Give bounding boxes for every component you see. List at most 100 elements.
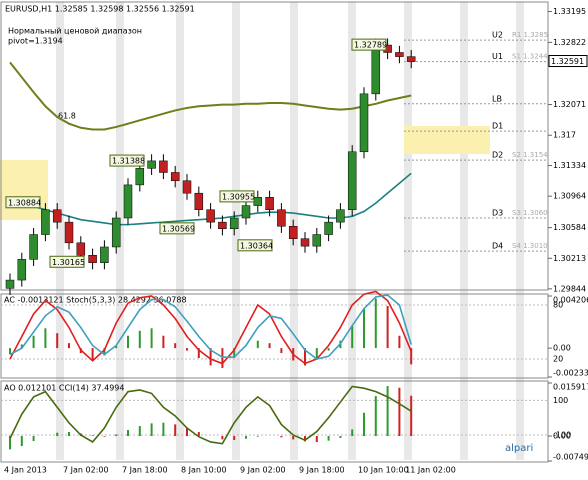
zone — [404, 126, 490, 154]
x-tick-label: 10 Jan 10:00 — [358, 466, 409, 475]
candle-body — [29, 234, 38, 260]
candle-body — [277, 209, 286, 227]
x-tick-label: 9 Jan 18:00 — [299, 466, 345, 475]
y-tick-label: -0.00233 — [553, 369, 588, 378]
indicator-line — [9, 294, 412, 360]
pivot-label: D3 — [492, 209, 503, 218]
pivot-note: S1 1.3244 — [512, 53, 548, 61]
price-label: 1.30955 — [222, 192, 255, 201]
x-tick-label: 9 Jan 02:00 — [240, 466, 286, 475]
candle-body — [359, 93, 369, 153]
pivot-note: S2 1.3154 — [512, 151, 548, 159]
y-tick-label: 0.015917 — [553, 383, 588, 392]
candle-body — [170, 172, 180, 182]
candle-body — [135, 168, 145, 186]
candle-body — [111, 217, 121, 248]
panel-frame — [0, 293, 549, 379]
y-tick-label: 1.30584 — [553, 223, 586, 232]
note: Нормальный ценовой диапазон — [8, 27, 142, 36]
y2-tick-label: 100 — [553, 396, 568, 405]
candle-body — [41, 209, 50, 235]
y-tick-label: 0.00 — [553, 432, 571, 441]
pivot-label: D4 — [492, 242, 503, 251]
candle-body — [88, 254, 97, 263]
indicator-line — [9, 385, 412, 445]
panel-frame — [0, 1, 549, 291]
price-box — [237, 239, 273, 252]
price-label: 1.30884 — [8, 198, 41, 207]
price-label: 1.30364 — [240, 241, 273, 250]
pivot-label: LB — [492, 94, 502, 103]
candle-body — [300, 238, 310, 247]
price-box — [109, 154, 145, 167]
candle-body — [182, 180, 192, 194]
indicator-line — [9, 290, 412, 365]
last-price-box — [548, 55, 588, 68]
pivot-label: U2 — [492, 31, 503, 40]
candle-body — [147, 160, 156, 169]
candle-body — [241, 205, 251, 219]
pivot-note: S3 1.3060 — [512, 209, 548, 217]
y-tick-label: 1.317 — [553, 131, 576, 140]
candle-body — [5, 279, 15, 289]
pivot-label: D2 — [492, 151, 503, 160]
candle-body — [406, 56, 416, 62]
y-tick-label: 1.30964 — [553, 192, 586, 201]
fib-label: 61.8 — [58, 112, 76, 121]
candle-body — [194, 192, 204, 210]
candle-body — [288, 226, 298, 239]
candle-body — [218, 221, 227, 230]
y-tick-label: 0.00 — [553, 344, 571, 353]
price-label: 1.30569 — [162, 224, 195, 233]
y-tick-label: 1.29844 — [553, 284, 586, 293]
candle-body — [76, 242, 86, 256]
price-label: 1.30165 — [52, 258, 85, 267]
candle-body — [100, 246, 109, 263]
candle-body — [312, 234, 322, 247]
candle-body — [324, 221, 333, 235]
y-tick-label: 0.004206 — [553, 296, 588, 305]
y-tick-label: 1.30213 — [553, 254, 586, 263]
y2-tick-label: -100 — [553, 431, 571, 440]
x-tick-label: 11 Jan 02:00 — [405, 466, 456, 475]
price-label: 1.31388 — [112, 157, 145, 166]
moving-average — [9, 61, 412, 131]
panel-frame — [0, 380, 549, 463]
y2-tick-label: 20 — [553, 355, 563, 364]
candle-body — [64, 221, 74, 244]
symbol-header: EURUSD,H1 1.32585 1.32598 1.32556 1.3259… — [5, 5, 195, 14]
y-tick-label: 1.31334 — [553, 161, 586, 170]
price-box — [5, 196, 41, 209]
y-tick-label: 1.32071 — [553, 100, 586, 109]
candle-body — [159, 160, 168, 173]
candle-body — [17, 259, 27, 281]
zone — [0, 160, 48, 220]
panel-title: AC -0.0013121 Stoch(5,3,3) 28.4292 36.07… — [4, 296, 187, 305]
candle-body — [347, 151, 357, 210]
x-tick-label: 8 Jan 10:00 — [181, 466, 227, 475]
pivot-label: D1 — [492, 122, 503, 131]
y2-tick-label: 80 — [553, 301, 563, 310]
candle-body — [265, 197, 274, 210]
last-price: 1.32591 — [551, 57, 584, 66]
candle-body — [123, 184, 133, 219]
y-tick-label: -0.00749 — [553, 453, 588, 462]
y-tick-label: 1.32822 — [553, 38, 586, 47]
panel-title: AO 0.012101 CCI(14) 37.4994 — [4, 384, 124, 393]
candle-body — [229, 217, 239, 230]
price-box — [219, 190, 255, 203]
pivot-note: R1 1.3285 — [512, 31, 548, 39]
price-box — [159, 222, 195, 235]
price-box — [351, 38, 387, 51]
x-tick-label: 4 Jan 2013 — [4, 466, 47, 475]
pivot-note: pivot=1.3194 — [8, 37, 63, 46]
x-tick-label: 7 Jan 18:00 — [122, 466, 168, 475]
candle-body — [336, 209, 345, 223]
y-tick-label: 1.33195 — [553, 7, 586, 16]
candle-body — [395, 52, 404, 57]
pivot-label: U1 — [492, 52, 503, 61]
price-label: 1.32789 — [354, 41, 387, 50]
pivot-note: S4 1.3010 — [512, 242, 548, 250]
candle-body — [52, 209, 62, 223]
